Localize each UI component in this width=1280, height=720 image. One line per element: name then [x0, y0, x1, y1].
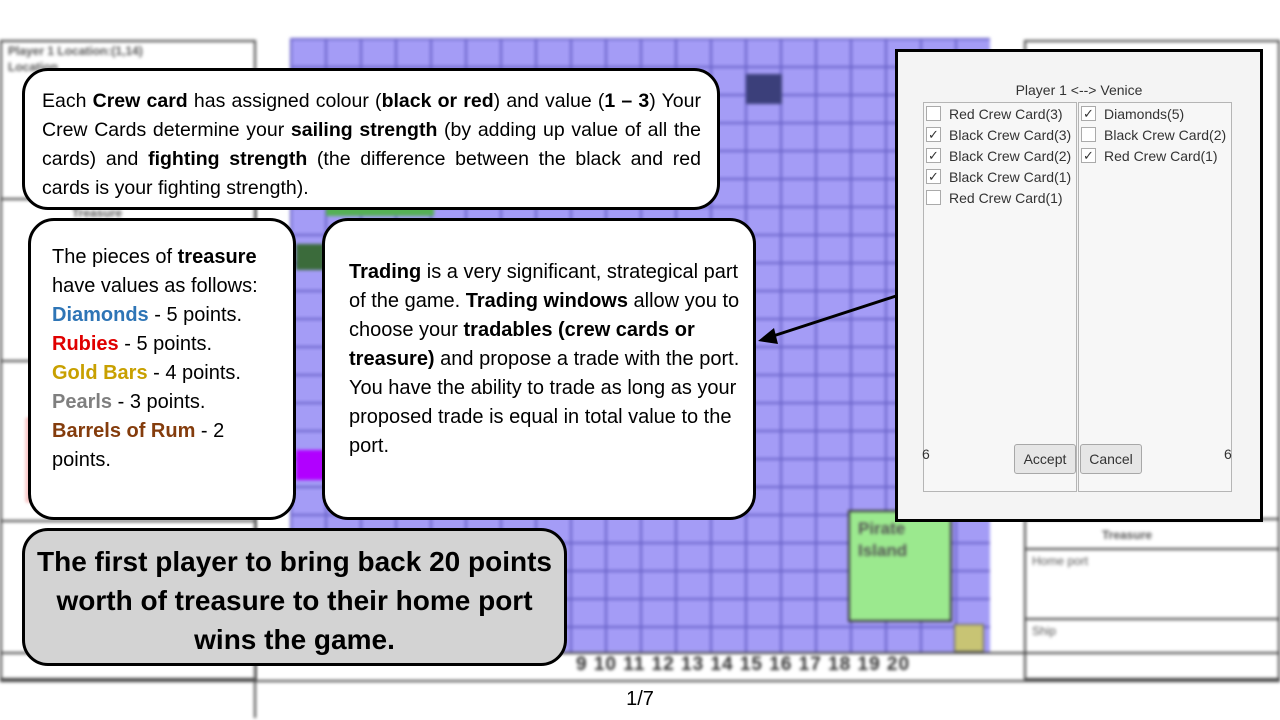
trading-callout: Trading is a very significant, strategic…	[322, 218, 756, 520]
ship-token	[746, 74, 782, 104]
trading-text: allow you to choose your	[349, 290, 740, 341]
right-panel-treasure-label: Treasure	[1102, 528, 1153, 542]
trading-text: and propose a trade with the port. You h…	[349, 348, 740, 457]
right-panel-divider	[1026, 548, 1278, 550]
crew-text-bold: sailing strength	[290, 119, 438, 141]
checkbox-checked[interactable]: ✓	[926, 169, 941, 184]
tradable-label: Black Crew Card(2)	[949, 147, 1072, 164]
treasure-intro: The pieces of treasure have values as fo…	[52, 243, 283, 301]
cancel-button[interactable]: Cancel	[1080, 444, 1142, 474]
crew-card-callout: Each Crew card has assigned colour (blac…	[22, 68, 720, 210]
treasure-value: - 3 points.	[112, 391, 206, 413]
treasure-intro-bold: treasure	[177, 246, 257, 268]
page-number: 1/7	[626, 688, 654, 710]
crew-text-bold: Crew card	[92, 90, 188, 112]
board-green-port-marker	[326, 206, 434, 216]
treasure-name: Barrels of Rum	[52, 420, 196, 442]
crew-text: ) and value (	[493, 90, 605, 112]
tradable-item[interactable]: Red Crew Card(3)	[924, 103, 1076, 124]
tradable-label: Red Crew Card(1)	[1104, 147, 1218, 164]
tradable-item[interactable]: ✓ Black Crew Card(2)	[924, 145, 1076, 166]
treasure-values-callout: The pieces of treasure have values as fo…	[28, 218, 296, 520]
crew-text: (by adding up value of all the cards) an…	[42, 119, 701, 170]
checkbox-checked[interactable]: ✓	[1081, 106, 1096, 121]
treasure-intro-text: The pieces of	[52, 246, 178, 268]
player-tradables-list: Red Crew Card(3) ✓ Black Crew Card(3) ✓ Bl…	[923, 102, 1077, 492]
crew-text: ) Your Crew Cards determine your	[42, 90, 701, 141]
tradable-label: Red Crew Card(1)	[949, 189, 1063, 206]
crew-text: Each	[42, 90, 93, 112]
trading-text-bold: Trading windows	[465, 290, 628, 312]
tradable-item[interactable]: Red Crew Card(1)	[924, 187, 1076, 208]
player-trade-total: 6	[922, 446, 930, 462]
treasure-item-barrels-of-rum: Barrels of Rum - 2 points.	[52, 417, 283, 475]
pirate-island: Pirate Island	[848, 510, 952, 622]
treasure-name: Diamonds	[52, 304, 149, 326]
checkbox-unchecked[interactable]	[926, 190, 941, 205]
board-gold-square	[954, 624, 984, 652]
treasure-intro-text: have values as follows:	[52, 275, 258, 297]
checkbox-checked[interactable]: ✓	[926, 127, 941, 142]
treasure-name: Pearls	[52, 391, 113, 413]
treasure-value: - 5 points.	[118, 333, 213, 355]
port-trade-total: 6	[1224, 446, 1232, 462]
treasure-value: - 2 points.	[52, 420, 225, 471]
port-tradables-list: ✓ Diamonds(5) Black Crew Card(2) ✓ Red Cre…	[1078, 102, 1232, 492]
crew-text-bold: black or red	[381, 90, 494, 112]
treasure-value: - 4 points.	[147, 362, 241, 384]
tradable-item[interactable]: ✓ Red Crew Card(1)	[1079, 145, 1231, 166]
treasure-name: Rubies	[52, 333, 119, 355]
tradable-item[interactable]: ✓ Diamonds(5)	[1079, 103, 1231, 124]
tradable-item[interactable]: ✓ Black Crew Card(3)	[924, 124, 1076, 145]
tradable-label: Black Crew Card(3)	[949, 126, 1072, 143]
tradable-item[interactable]: Black Crew Card(2)	[1079, 124, 1231, 145]
crew-text: has assigned colour (	[187, 90, 382, 112]
treasure-item-rubies: Rubies - 5 points.	[52, 330, 283, 359]
treasure-item-diamonds: Diamonds - 5 points.	[52, 301, 283, 330]
tradable-label: Black Crew Card(2)	[1104, 126, 1227, 143]
tradable-item[interactable]: ✓ Black Crew Card(1)	[924, 166, 1076, 187]
tradable-label: Diamonds(5)	[1104, 105, 1185, 122]
board-column-numbers: 9 10 11 12 13 14 15 16 17 18 19 20	[576, 654, 911, 675]
treasure-item-pearls: Pearls - 3 points.	[52, 388, 283, 417]
tradable-label: Red Crew Card(3)	[949, 105, 1063, 122]
checkbox-checked[interactable]: ✓	[926, 148, 941, 163]
right-panel-home-port: Home port	[1032, 554, 1089, 568]
checkbox-checked[interactable]: ✓	[1081, 148, 1096, 163]
trading-text-bold: tradables (crew cards or treasure)	[349, 319, 695, 370]
treasure-item-gold-bars: Gold Bars - 4 points.	[52, 359, 283, 388]
treasure-name: Gold Bars	[52, 362, 148, 384]
tradable-label: Black Crew Card(1)	[949, 168, 1072, 185]
win-condition-callout: The first player to bring back 20 points…	[22, 528, 567, 666]
ship-token	[296, 244, 324, 270]
accept-button[interactable]: Accept	[1014, 444, 1076, 474]
right-panel-ship: Ship	[1032, 624, 1057, 638]
trading-window: Player 1 <--> Venice Red Crew Card(3) ✓ B…	[895, 49, 1263, 522]
trading-window-body: Player 1 <--> Venice Red Crew Card(3) ✓ B…	[898, 52, 1260, 519]
checkbox-unchecked[interactable]	[926, 106, 941, 121]
crew-text-bold: 1 – 3	[604, 90, 650, 112]
crew-text: (the difference between the black and re…	[42, 148, 701, 199]
board-bottom-bar	[0, 652, 1280, 682]
trading-text-bold: Trading	[349, 261, 422, 283]
left-panel-divider	[2, 520, 254, 522]
trading-text: is a very significant, strategical part …	[349, 261, 739, 312]
left-panel-title: Player 1 Location:(1,14)	[8, 44, 143, 58]
treasure-value: - 5 points.	[148, 304, 243, 326]
crew-text-bold: fighting strength	[148, 148, 308, 170]
board-purple-port	[296, 450, 324, 480]
trading-window-header: Player 1 <--> Venice	[1015, 82, 1143, 98]
checkbox-unchecked[interactable]	[1081, 127, 1096, 142]
right-panel-divider	[1026, 618, 1278, 620]
